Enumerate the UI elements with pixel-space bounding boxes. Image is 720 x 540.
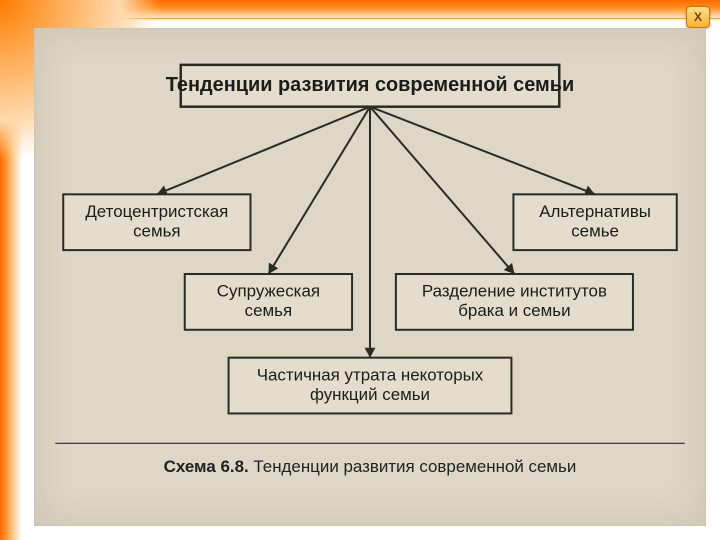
frame-top-bar xyxy=(0,0,720,19)
svg-text:брака и семьи: брака и семьи xyxy=(458,301,570,320)
svg-text:семье: семье xyxy=(571,221,619,240)
svg-text:Частичная утрата некоторых: Частичная утрата некоторых xyxy=(257,365,484,384)
close-icon: X xyxy=(694,10,702,24)
svg-text:Детоцентристская: Детоцентристская xyxy=(85,202,228,221)
svg-text:семья: семья xyxy=(133,221,181,240)
svg-text:Схема 6.8. Тенденции развития: Схема 6.8. Тенденции развития современно… xyxy=(164,457,577,476)
close-button[interactable]: X xyxy=(686,6,710,28)
frame-left-bar xyxy=(0,0,22,540)
svg-text:семья: семья xyxy=(245,301,293,320)
diagram-svg: Тенденции развития современной семьи Дето… xyxy=(35,29,705,525)
slide-frame: X Тенденции развития современной семьи Де… xyxy=(0,0,720,540)
svg-text:функций семьи: функций семьи xyxy=(310,385,430,404)
svg-text:Супружеская: Супружеская xyxy=(217,282,320,301)
svg-text:Разделение институтов: Разделение институтов xyxy=(422,282,607,301)
svg-text:Тенденции развития современной: Тенденции развития современной семьи xyxy=(166,74,574,96)
svg-text:Альтернативы: Альтернативы xyxy=(539,202,651,221)
diagram-scan-area: Тенденции развития современной семьи Дето… xyxy=(34,28,706,526)
